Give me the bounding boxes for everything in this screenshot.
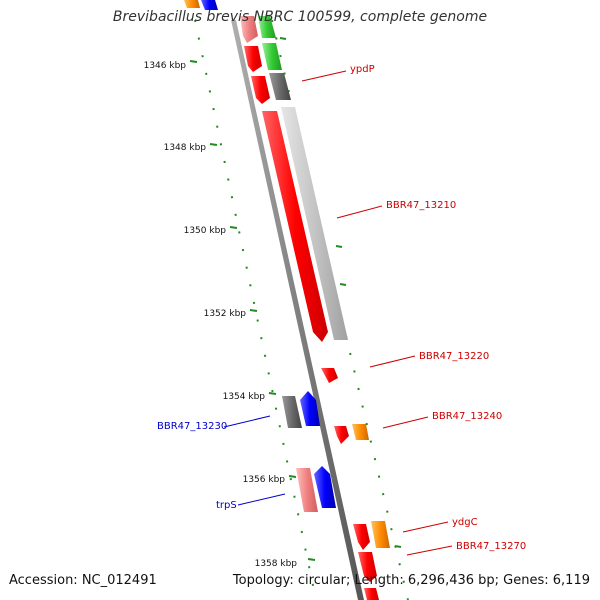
- gene-feature[interactable]: [258, 16, 276, 38]
- scale-tick: [249, 309, 258, 312]
- scale-tick: [268, 392, 277, 395]
- label-connector: [336, 205, 383, 219]
- label-connector: [406, 545, 453, 556]
- gene-label-bbr47-13210[interactable]: BBR47_13210: [386, 200, 456, 211]
- gene-feature[interactable]: [240, 16, 258, 43]
- outer-tick: [279, 37, 287, 40]
- gene-feature[interactable]: [364, 588, 379, 600]
- gene-feature-bbr47-13220[interactable]: [321, 368, 338, 383]
- gene-feature-ydgc[interactable]: [371, 521, 390, 548]
- gene-feature[interactable]: [184, 0, 200, 8]
- gene-feature[interactable]: [269, 73, 291, 100]
- outer-tick: [339, 283, 347, 286]
- gene-feature[interactable]: [244, 46, 262, 72]
- scale-label: 1348 kbp: [164, 143, 207, 153]
- scale-tick: [209, 143, 218, 146]
- gene-feature[interactable]: [251, 76, 270, 104]
- scale-label: 1356 kbp: [243, 475, 286, 485]
- accession-text: Accession: NC_012491: [9, 573, 157, 588]
- label-connector: [237, 493, 286, 506]
- gene-feature-bbr47-13270[interactable]: [358, 552, 377, 582]
- scale-label: 1350 kbp: [184, 226, 227, 236]
- scale-tick: [307, 558, 316, 561]
- gene-label-bbr47-13230[interactable]: BBR47_13230: [157, 421, 227, 432]
- scale-tick: [189, 60, 198, 63]
- genome-summary-text: Topology: circular; Length: 6,296,436 bp…: [232, 573, 590, 588]
- label-connector: [402, 521, 449, 533]
- scale-tick: [229, 226, 238, 229]
- gene-label-bbr47-13220[interactable]: BBR47_13220: [419, 351, 489, 362]
- gene-feature-bbr47-13230[interactable]: [300, 391, 320, 426]
- gene-label-bbr47-13270[interactable]: BBR47_13270: [456, 541, 526, 552]
- gene-feature[interactable]: [314, 466, 336, 508]
- map-title: Brevibacillus brevis NBRC 100599, comple…: [112, 9, 488, 25]
- scale-label: 1352 kbp: [204, 309, 247, 319]
- outer-tick: [394, 545, 402, 548]
- gene-label-trps[interactable]: trpS: [216, 500, 237, 511]
- gene-feature[interactable]: [353, 524, 370, 550]
- gene-label-ydgc[interactable]: ydgC: [452, 517, 478, 528]
- gene-feature[interactable]: [334, 426, 349, 444]
- gene-feature-bbr47-13210-red[interactable]: [262, 111, 328, 342]
- scale-tick: [288, 475, 297, 478]
- gene-feature[interactable]: [282, 396, 302, 428]
- gene-feature-bbr47-13210[interactable]: [281, 107, 348, 340]
- label-connector: [382, 416, 429, 429]
- gene-feature[interactable]: [201, 0, 218, 10]
- outer-tick: [335, 245, 343, 248]
- gene-label-bbr47-13240[interactable]: BBR47_13240: [432, 411, 502, 422]
- gene-feature-trps[interactable]: [296, 468, 318, 512]
- gene-feature-bbr47-13240[interactable]: [352, 424, 369, 440]
- genome-backbone: [231, 20, 364, 600]
- gene-feature[interactable]: [262, 43, 282, 70]
- label-connector: [223, 415, 271, 428]
- scale-label: 1354 kbp: [223, 392, 266, 402]
- label-connector: [301, 70, 347, 82]
- label-connector: [369, 355, 416, 368]
- scale-label: 1358 kbp: [255, 559, 298, 569]
- gene-label-ypdp[interactable]: ypdP: [350, 64, 375, 75]
- scale-label: 1346 kbp: [144, 61, 187, 71]
